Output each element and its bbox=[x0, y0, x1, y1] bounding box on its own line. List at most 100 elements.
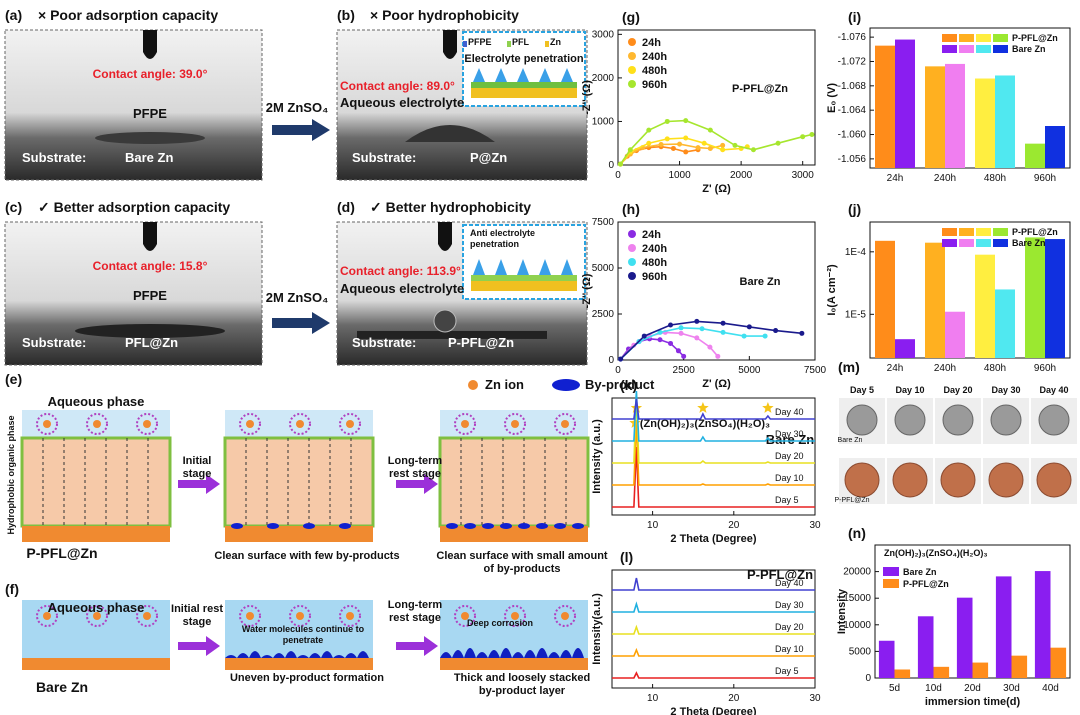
contact-angle: Contact angle: 113.9° bbox=[340, 264, 461, 278]
data-point bbox=[707, 145, 713, 151]
bar bbox=[1025, 143, 1045, 168]
bar bbox=[1025, 237, 1045, 358]
y-tick-label: 15000 bbox=[843, 593, 871, 604]
organic bbox=[20, 436, 172, 528]
y-tick-label: -1.072 bbox=[838, 56, 867, 67]
data-point bbox=[775, 140, 781, 146]
inset-drop bbox=[495, 68, 507, 82]
data-point bbox=[741, 333, 747, 339]
byproduct-layer bbox=[225, 651, 369, 658]
byproduct bbox=[303, 523, 315, 529]
hydrated-ion bbox=[454, 413, 476, 435]
inset-drop bbox=[495, 259, 507, 275]
inset-drop bbox=[473, 259, 485, 275]
x-tick-label: 20d bbox=[964, 683, 981, 694]
x-tick-label: 0 bbox=[615, 365, 621, 376]
hydrated-ion bbox=[239, 605, 261, 627]
arrow-label: 2M ZnSO₄ bbox=[266, 100, 329, 115]
y-tick-label: 0 bbox=[608, 355, 614, 366]
inset-caption: Anti electrolyte bbox=[470, 228, 535, 238]
y-tick-label: 1000 bbox=[592, 116, 615, 127]
legend-swatch bbox=[976, 34, 991, 42]
series-label: Day 40 bbox=[775, 407, 804, 417]
byproduct bbox=[339, 523, 351, 529]
row-label: Bare Zn bbox=[838, 437, 863, 444]
legend-label: 24h bbox=[642, 37, 661, 49]
plot-frame bbox=[869, 27, 1071, 169]
hydrated-ion bbox=[504, 605, 526, 627]
legend-label: 480h bbox=[642, 65, 667, 77]
data-point bbox=[720, 320, 726, 326]
byproduct-layer bbox=[440, 648, 584, 658]
inset-legend: Zn bbox=[550, 37, 561, 47]
hydrated-ion bbox=[554, 413, 576, 435]
series-label: Day 10 bbox=[775, 473, 804, 483]
legend-swatch bbox=[942, 239, 957, 247]
panel-label: (a) bbox=[5, 7, 22, 23]
y-axis-label: Intensity bbox=[836, 588, 848, 634]
series-line bbox=[612, 398, 815, 420]
inset-caption: Electrolyte penetration bbox=[464, 53, 583, 65]
data-point bbox=[618, 356, 624, 362]
bar bbox=[1045, 239, 1065, 358]
series-line bbox=[612, 419, 815, 486]
note: Deep corrosion bbox=[467, 618, 533, 628]
substrate: P-PFL@Zn bbox=[448, 335, 514, 350]
data-point bbox=[746, 324, 752, 330]
panel-label: (d) bbox=[337, 199, 355, 215]
bar bbox=[895, 39, 915, 168]
data-point bbox=[750, 147, 756, 153]
droplet bbox=[405, 125, 495, 142]
bar bbox=[972, 662, 989, 678]
zn-substrate bbox=[440, 658, 588, 670]
byproduct bbox=[554, 523, 566, 529]
x-tick-label: 2000 bbox=[730, 170, 753, 181]
caption: Thick and loosely stacked bbox=[454, 672, 590, 684]
hydrated-ion bbox=[239, 413, 261, 435]
zn-ion bbox=[246, 420, 254, 428]
inset-drop bbox=[539, 68, 551, 82]
bar bbox=[878, 640, 895, 678]
inset-drop bbox=[473, 68, 485, 82]
droplet bbox=[75, 323, 225, 338]
hydrated-ion bbox=[86, 605, 108, 627]
y-axis-label: -Z'' (Ω) bbox=[581, 80, 593, 115]
substrate-bar bbox=[357, 330, 547, 339]
x-tick-label: 240h bbox=[934, 173, 956, 184]
stage-arrow bbox=[396, 474, 438, 494]
plot-frame bbox=[617, 221, 816, 361]
caption: by-product layer bbox=[479, 685, 566, 697]
bar bbox=[1034, 571, 1051, 678]
legend-swatch bbox=[959, 228, 974, 236]
photo bbox=[4, 221, 263, 366]
x-tick-label: 5000 bbox=[738, 365, 761, 376]
zn-ion bbox=[461, 420, 469, 428]
legend-swatch bbox=[959, 34, 974, 42]
legend-swatch bbox=[976, 228, 991, 236]
needle bbox=[143, 30, 157, 59]
inset-drop bbox=[517, 68, 529, 82]
layer-label: PFPE bbox=[133, 106, 167, 121]
legend-label: 240h bbox=[642, 243, 667, 255]
zn-substrate bbox=[225, 658, 373, 670]
substrate-label: P-PFL@Zn bbox=[26, 545, 97, 561]
zn-substrate bbox=[225, 526, 373, 542]
series-line bbox=[612, 577, 815, 591]
day-label: Day 30 bbox=[991, 385, 1020, 395]
photo bbox=[4, 29, 263, 181]
zn-ion bbox=[511, 420, 519, 428]
y-tick-label: -1.060 bbox=[838, 130, 867, 141]
inset-legend: PFPE bbox=[468, 37, 492, 47]
hydrated-ion bbox=[289, 413, 311, 435]
annotation: Bare Zn bbox=[740, 276, 781, 288]
x-tick-label: 40d bbox=[1042, 683, 1059, 694]
bar bbox=[945, 63, 965, 169]
panel-label: (f) bbox=[5, 581, 19, 597]
inset-swatch bbox=[507, 41, 511, 47]
inset-drop bbox=[517, 259, 529, 275]
legend-swatch bbox=[942, 228, 957, 236]
legend-label: 480h bbox=[642, 257, 667, 269]
caption: Clean surface with small amount bbox=[436, 550, 607, 562]
bar bbox=[925, 242, 945, 358]
data-point bbox=[720, 142, 726, 148]
